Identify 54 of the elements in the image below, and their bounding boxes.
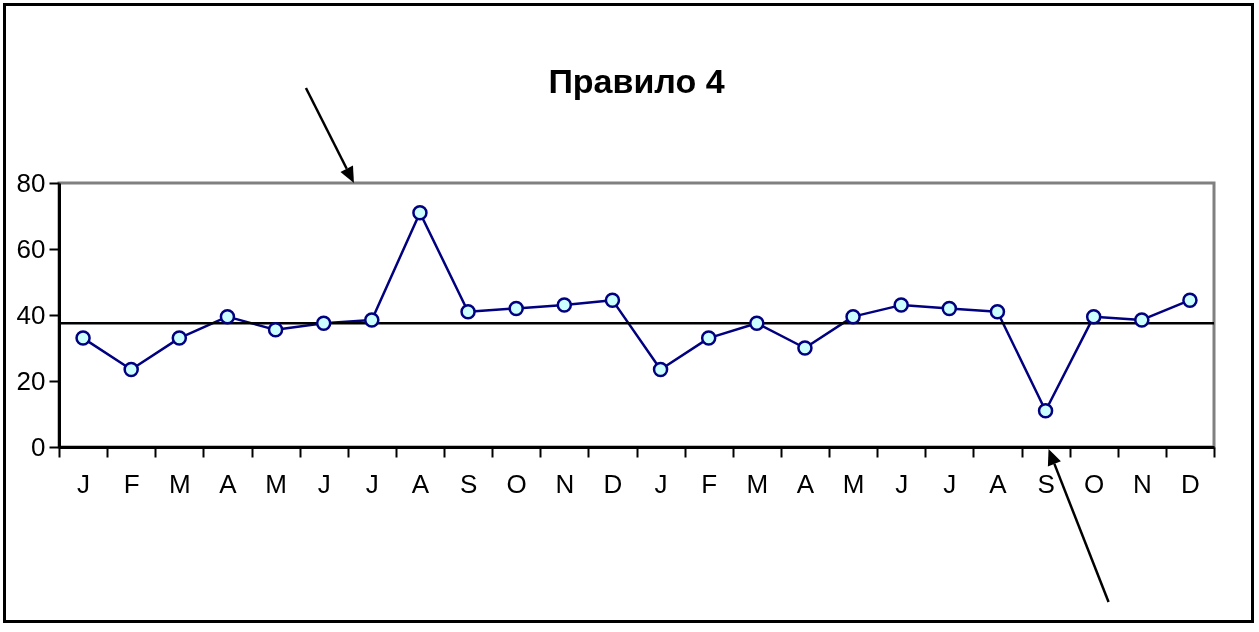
x-tick-label: A (219, 468, 238, 499)
x-tick-label: J (943, 468, 957, 499)
x-tick-label: J (365, 468, 379, 499)
x-tick-label: M (168, 468, 191, 499)
point (315, 315, 332, 332)
x-tick-label: D (1181, 468, 1200, 499)
point (845, 308, 861, 325)
point (700, 330, 717, 346)
point (412, 204, 428, 221)
point (749, 315, 765, 332)
point (941, 300, 958, 317)
x-tick-label: J (895, 468, 909, 499)
chart-title: Правило 4 (548, 62, 725, 100)
x-tick-label: S (459, 468, 478, 499)
x-tick-label: N (555, 468, 575, 499)
x-tick-label: M (842, 468, 865, 499)
y-tick-label: 0 (31, 431, 46, 462)
point (171, 330, 188, 346)
point (1182, 292, 1198, 308)
point (508, 300, 524, 317)
point (460, 303, 476, 320)
point (893, 297, 909, 313)
point (556, 297, 573, 313)
x-tick-label: M (265, 468, 287, 499)
point (123, 361, 139, 378)
x-tick-label: O (1084, 468, 1105, 499)
point (1134, 312, 1150, 328)
x-tick-label: M (746, 468, 769, 499)
x-tick-label: J (77, 468, 91, 499)
point (75, 330, 91, 346)
x-tick-label: J (654, 468, 668, 499)
point (267, 322, 284, 338)
point (364, 312, 380, 328)
x-tick-label: F (123, 468, 140, 499)
point (1037, 402, 1054, 419)
point (219, 308, 236, 325)
point (652, 361, 669, 378)
x-tick-label: A (989, 468, 1008, 499)
y-tick-label: 40 (16, 299, 46, 330)
x-tick-label: F (701, 468, 718, 499)
y-tick-label: 60 (16, 233, 46, 264)
x-tick-label: A (411, 468, 430, 499)
point (797, 340, 813, 356)
x-tick-label: J (317, 468, 331, 499)
point (604, 292, 621, 308)
x-tick-label: S (1037, 468, 1055, 499)
y-tick-label: 20 (16, 365, 46, 396)
x-tick-label: A (796, 468, 815, 499)
point (989, 303, 1006, 320)
x-tick-label: N (1132, 468, 1152, 499)
x-tick-label: O (506, 468, 527, 499)
point (1085, 308, 1102, 325)
y-tick-label: 80 (16, 167, 46, 198)
x-tick-label: D (603, 468, 623, 499)
